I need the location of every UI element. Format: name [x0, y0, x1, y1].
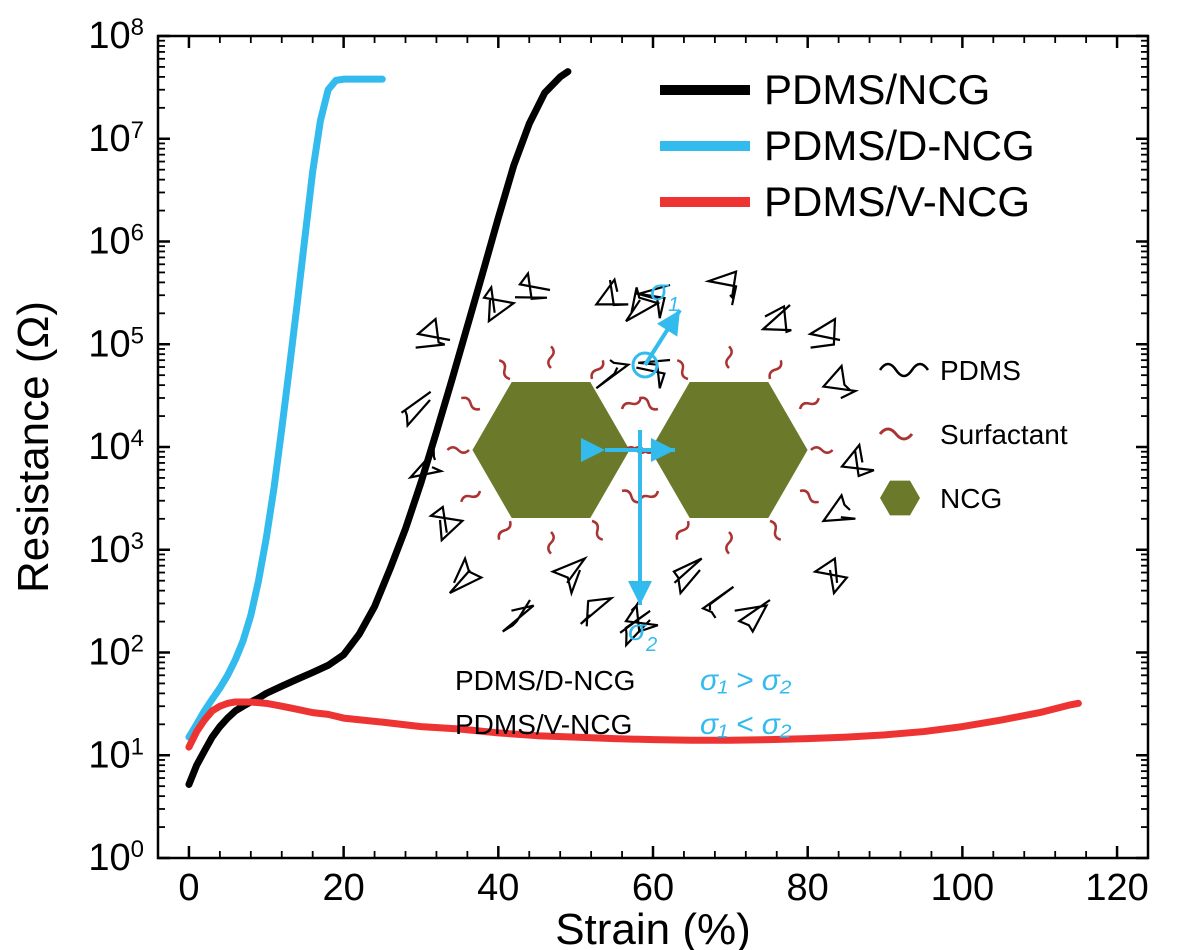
legend-label: PDMS/V-NCG [764, 178, 1030, 225]
inset-label-pdms: PDMS [940, 355, 1021, 386]
inset-label-ncg: NCG [940, 483, 1002, 514]
x-tick-label: 60 [632, 867, 674, 909]
x-tick-label: 0 [178, 867, 199, 909]
relation-sigma: σ₁ > σ₂ [700, 664, 792, 697]
legend-label: PDMS/NCG [764, 66, 990, 113]
inset-label-surfactant: Surfactant [940, 419, 1068, 450]
x-tick-label: 40 [477, 867, 519, 909]
relation-text: PDMS/D-NCG [455, 665, 635, 696]
relation-text: PDMS/V-NCG [455, 709, 632, 740]
x-tick-label: 100 [931, 867, 994, 909]
x-axis-label: Strain (%) [555, 905, 751, 950]
legend: PDMS/NCG PDMS/D-NCG PDMS/V-NCG [660, 66, 1035, 225]
legend-label: PDMS/D-NCG [764, 122, 1035, 169]
y-axis-label: Resistance (Ω) [9, 301, 58, 593]
x-tick-label: 80 [787, 867, 829, 909]
x-tick-label: 120 [1085, 867, 1148, 909]
chart-svg: 0204060801001201001011021031041051061071… [0, 0, 1181, 950]
relation-sigma: σ₁ < σ₂ [700, 708, 792, 741]
chart-root: 0204060801001201001011021031041051061071… [0, 0, 1181, 950]
x-tick-label: 20 [322, 867, 364, 909]
